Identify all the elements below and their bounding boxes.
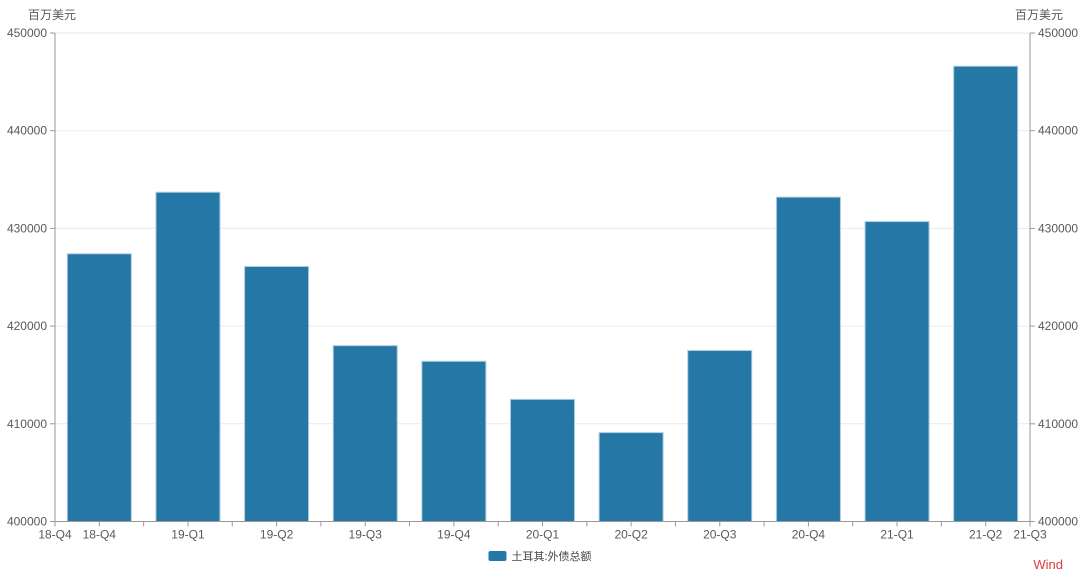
y-axis-label-left: 440000 [7,124,47,138]
bar-19-Q2[interactable] [244,266,310,522]
legend-label: 土耳其:外债总额 [511,551,592,563]
y-axis-label-left: 400000 [7,515,47,529]
y-axis-label-left: 410000 [7,417,47,431]
x-axis-label: 20-Q2 [614,528,648,542]
bar-19-Q4[interactable] [421,360,487,522]
y-axis-label-left: 420000 [7,319,47,333]
y-axis-label-right: 400000 [1038,515,1078,529]
x-axis-label: 20-Q4 [792,528,826,542]
y-axis-label-right: 410000 [1038,417,1078,431]
x-axis-label: 19-Q4 [437,528,471,542]
bar-18-Q4[interactable] [66,253,132,522]
bar-19-Q1[interactable] [155,191,221,522]
bar-19-Q3[interactable] [332,345,398,523]
x-axis-edge-label-left: 18-Q4 [38,528,72,542]
x-axis-label: 20-Q3 [703,528,737,542]
x-axis-label: 19-Q3 [349,528,383,542]
bar-21-Q2[interactable] [953,65,1019,523]
bar-20-Q2[interactable] [598,432,664,522]
x-axis-label: 21-Q2 [969,528,1003,542]
bar-21-Q1[interactable] [864,221,930,522]
y-axis-unit-left: 百万美元 [28,8,77,22]
x-axis-label: 19-Q2 [260,528,294,542]
y-axis-label-right: 440000 [1038,124,1078,138]
legend[interactable]: 土耳其:外债总额 [488,548,592,564]
x-axis-label: 21-Q1 [880,528,914,542]
x-axis-edge-label-right: 21-Q3 [1013,528,1047,542]
x-axis-label: 18-Q4 [83,528,117,542]
x-axis-label: 20-Q1 [526,528,560,542]
y-axis-label-right: 420000 [1038,319,1078,333]
bar-20-Q3[interactable] [687,350,753,522]
x-axis-label: 19-Q1 [171,528,205,542]
y-axis-label-left: 430000 [7,221,47,235]
y-axis-label-left: 450000 [7,26,47,40]
wind-watermark: Wind [1033,557,1063,572]
bar-20-Q4[interactable] [775,196,841,523]
y-axis-label-right: 450000 [1038,26,1078,40]
bar-20-Q1[interactable] [510,398,575,522]
y-axis-unit-right: 百万美元 [1014,8,1063,22]
y-axis-label-right: 430000 [1038,221,1078,235]
legend-swatch [488,551,507,561]
